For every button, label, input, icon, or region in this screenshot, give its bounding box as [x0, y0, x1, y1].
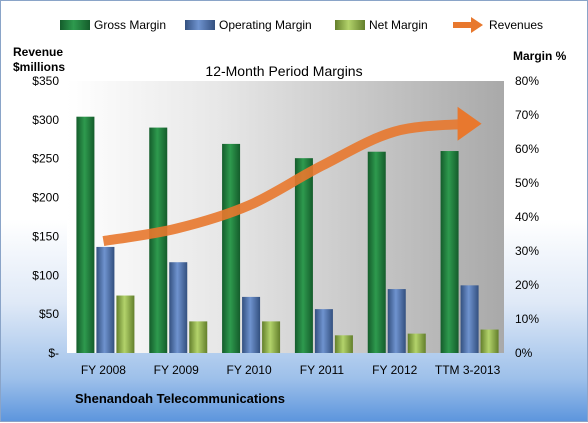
- operating-margin-bar: [242, 296, 261, 353]
- legend-swatch-net-margin: [335, 20, 365, 30]
- operating-margin-bar: [314, 309, 333, 353]
- net-margin-bar: [116, 295, 135, 353]
- left-tick-label: $100: [32, 268, 59, 282]
- legend-label-revenues: Revenues: [489, 18, 543, 32]
- right-tick-label: 70%: [515, 108, 539, 122]
- right-axis-label: Margin %: [513, 49, 567, 63]
- gross-margin-bar: [76, 116, 95, 353]
- revenue-line-group: [102, 106, 482, 247]
- left-axis-label-line1: Revenue: [13, 45, 63, 59]
- company-name: Shenandoah Telecommunications: [75, 391, 285, 406]
- right-tick-label: 10%: [515, 312, 539, 326]
- right-tick-label: 30%: [515, 244, 539, 258]
- gross-margin-bar: [440, 151, 459, 353]
- bars: [76, 116, 499, 353]
- left-tick-label: $150: [32, 229, 59, 243]
- legend: Gross Margin Operating Margin Net Margin…: [60, 17, 543, 33]
- left-tick-label: $-: [48, 346, 59, 360]
- category-label: FY 2010: [227, 363, 272, 377]
- gross-margin-bar: [367, 151, 386, 353]
- category-label: TTM 3-2013: [435, 363, 501, 377]
- net-margin-bar: [334, 335, 353, 353]
- left-axis-label-line2: $millions: [13, 60, 65, 74]
- right-tick-label: 80%: [515, 74, 539, 88]
- left-tick-label: $250: [32, 152, 59, 166]
- gross-margin-bar: [222, 143, 241, 353]
- legend-swatch-gross-margin: [60, 20, 90, 30]
- right-tick-label: 60%: [515, 142, 539, 156]
- category-label: FY 2009: [154, 363, 199, 377]
- left-tick-label: $350: [32, 74, 59, 88]
- category-label: FY 2012: [372, 363, 417, 377]
- category-label: FY 2011: [300, 363, 345, 377]
- right-tick-label: 0%: [515, 346, 533, 360]
- legend-label-gross-margin: Gross Margin: [94, 18, 166, 32]
- category-label: FY 2008: [81, 363, 126, 377]
- right-axis-ticks: 0% 10% 20% 30% 40% 50% 60% 70% 80%: [515, 74, 539, 360]
- legend-swatch-operating-margin: [185, 20, 215, 30]
- left-tick-label: $200: [32, 191, 59, 205]
- left-axis-ticks: $- $50 $100 $150 $200 $250 $300 $350: [32, 74, 59, 360]
- category-labels: FY 2008 FY 2009 FY 2010 FY 2011 FY 2012 TTM 3…: [81, 363, 501, 377]
- legend-label-operating-margin: Operating Margin: [219, 18, 312, 32]
- legend-arrowhead-revenues: [471, 17, 483, 33]
- operating-margin-bar: [387, 289, 406, 353]
- left-tick-label: $300: [32, 113, 59, 127]
- right-tick-label: 20%: [515, 278, 539, 292]
- net-margin-bar: [189, 321, 208, 353]
- operating-margin-bar: [460, 285, 479, 353]
- operating-margin-bar: [96, 246, 115, 353]
- revenue-arrowhead: [457, 106, 482, 141]
- right-tick-label: 40%: [515, 210, 539, 224]
- net-margin-bar: [480, 329, 499, 353]
- right-tick-label: 50%: [515, 176, 539, 190]
- revenue-line: [102, 118, 469, 247]
- gross-margin-bar: [294, 158, 313, 353]
- net-margin-bar: [407, 333, 426, 353]
- chart-title: 12-Month Period Margins: [205, 63, 362, 79]
- operating-margin-bar: [169, 262, 188, 353]
- legend-label-net-margin: Net Margin: [369, 18, 428, 32]
- gross-margin-bar: [149, 127, 168, 353]
- left-tick-label: $50: [39, 307, 59, 321]
- net-margin-bar: [262, 321, 281, 353]
